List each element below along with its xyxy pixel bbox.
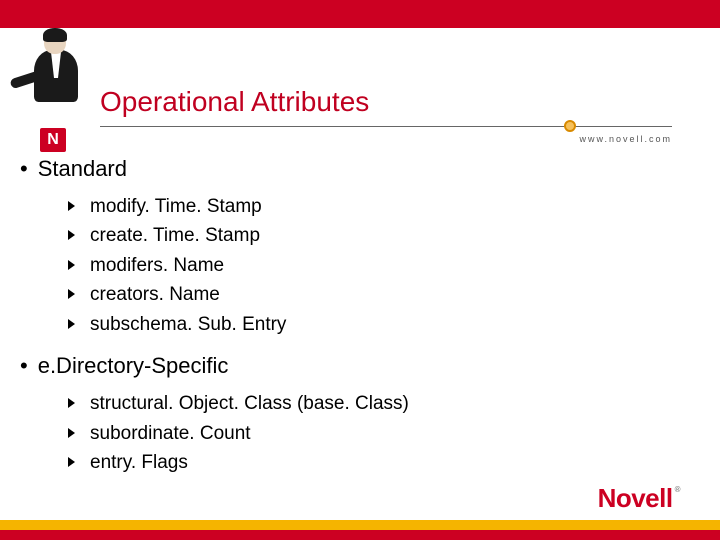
list-item: creators. Name [68, 280, 680, 309]
section-heading: Standard [20, 156, 680, 182]
sub-list: modify. Time. Stamp create. Time. Stamp … [68, 192, 680, 339]
novell-logo: Novell® [598, 483, 678, 514]
presenter-icon [28, 28, 84, 116]
list-item: entry. Flags [68, 448, 680, 477]
sub-list: structural. Object. Class (base. Class) … [68, 389, 680, 477]
logo-text: Novell [598, 483, 673, 513]
novell-n-badge-icon: N [40, 128, 66, 152]
list-item: structural. Object. Class (base. Class) [68, 389, 680, 418]
registered-mark-icon: ® [675, 485, 680, 494]
accent-dot-icon [564, 120, 576, 132]
list-item: modify. Time. Stamp [68, 192, 680, 221]
list-item: create. Time. Stamp [68, 221, 680, 250]
list-item: subschema. Sub. Entry [68, 310, 680, 339]
content-area: Standard modify. Time. Stamp create. Tim… [20, 150, 680, 492]
stripe-red [0, 530, 720, 540]
footer-stripes [0, 520, 720, 540]
brand-url: www.novell.com [579, 134, 672, 144]
slide-title: Operational Attributes [100, 86, 369, 118]
section-heading: e.Directory-Specific [20, 353, 680, 379]
header-area: N Operational Attributes www.novell.com [0, 28, 720, 138]
stripe-yellow [0, 520, 720, 530]
top-brand-bar [0, 0, 720, 28]
list-item: modifers. Name [68, 251, 680, 280]
list-item: subordinate. Count [68, 419, 680, 448]
title-underline [100, 126, 672, 127]
